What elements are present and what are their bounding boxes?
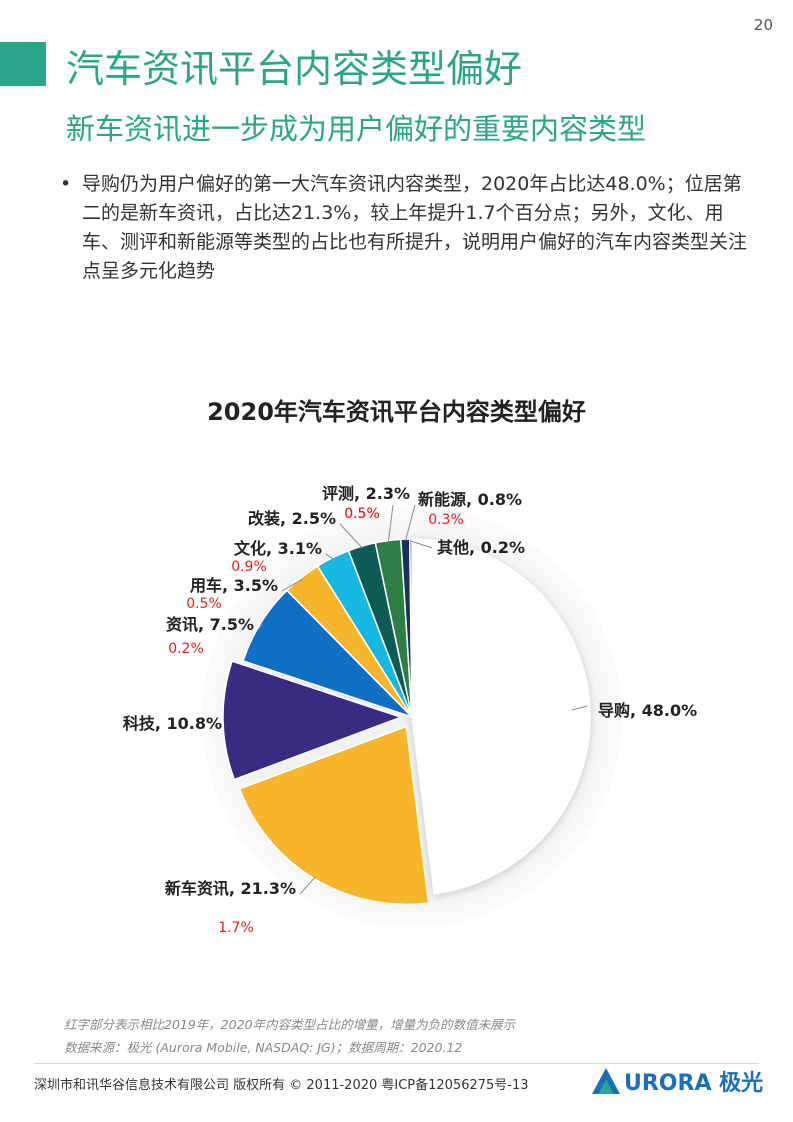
leader-line-4 [281,578,304,592]
aurora-logo-text: URORA 极光 [624,1071,764,1096]
pie-slices [222,538,591,906]
pie-chart: URORA 极光 导购, 48.0%新车资讯, 21.3%1.7%科技, 10.… [123,484,697,936]
pie-slice-2 [222,660,404,781]
title-accent-bar [0,42,46,86]
summary-bullet: • 导购仍为用户偏好的第一大汽车资讯内容类型，2020年占比达48.0%；位居第… [60,170,750,286]
footnote-source: 数据来源：极光 (Aurora Mobile, NASDAQ: JG)；数据周期… [64,1040,463,1055]
slice-label-2: 科技, 10.8% [123,714,222,733]
slice-increase-7: 0.5% [344,506,380,522]
leader-line-9 [410,540,433,549]
slice-increase-8: 0.3% [428,512,464,528]
pie-slice-9 [409,538,413,718]
aurora-logo-icon [592,1068,620,1094]
summary-text: 导购仍为用户偏好的第一大汽车资讯内容类型，2020年占比达48.0%；位居第二的… [82,173,748,282]
leader-line-5 [325,553,334,560]
footnote-increase: 红字部分表示相比2019年，2020年内容类型占比的增量，增量为负的数值未展示 [64,1017,516,1032]
pie-labels: 导购, 48.0% 新车资讯, 21.3% 1.7% 科技, 10.8% 资讯, 7.5… [123,484,697,936]
footer-divider [34,1063,759,1064]
slice-label-0: 导购, 48.0% [598,701,697,720]
leader-line-3 [257,623,263,631]
slice-increase-3: 0.2% [168,641,204,657]
leader-line-1 [299,876,316,895]
page-subtitle: 新车资讯进一步成为用户偏好的重要内容类型 [66,112,647,146]
slice-increase-1: 1.7% [218,920,254,936]
slice-label-8: 新能源, 0.8% [418,490,522,509]
bullet-dot: • [60,173,72,195]
leader-line-0 [571,705,588,711]
leader-line-6 [339,523,363,549]
page-number: 20 [753,16,773,34]
slice-increase-gaizhuang: 0.5% [344,506,380,522]
page-title: 汽车资讯平台内容类型偏好 [66,47,523,91]
copyright-text: 深圳市和讯华谷信息技术有限公司 版权所有 © 2011-2020 粤ICP备12… [34,1078,529,1093]
leader-lines [257,504,588,895]
slice-label-9: 其他, 0.2% [437,538,525,557]
slice-label-4: 用车, 3.5% [190,576,278,595]
slice-label-1: 新车资讯, 21.3% [165,879,296,898]
chart-title: 2020年汽车资讯平台内容类型偏好 [207,398,586,426]
leader-line-8 [404,504,416,542]
slice-label-3: 资讯, 7.5% [166,615,254,634]
slice-label-7: 评测, 2.3% [322,484,410,503]
aurora-logo: URORA 极光 [590,1064,763,1098]
slice-label-5: 文化, 3.1% [234,539,322,558]
slice-increase-5: 0.9% [231,559,267,575]
pie-slice-0 [411,538,591,895]
leader-line-7 [387,504,394,543]
slice-label-6: 改装, 2.5% [248,509,336,528]
slice-increase-4: 0.5% [186,596,222,612]
